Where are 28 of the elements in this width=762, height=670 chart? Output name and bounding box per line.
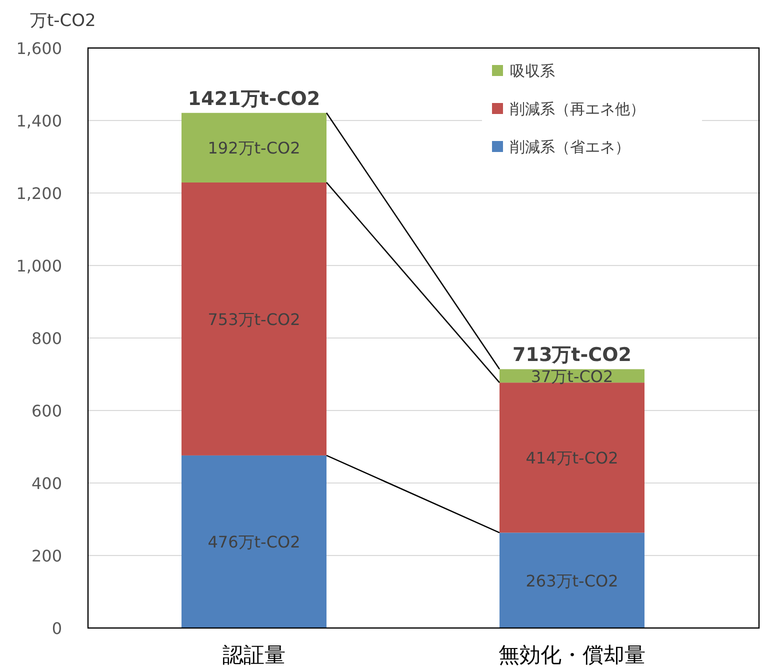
bar	[500, 382, 644, 533]
y-tick-label: 1,000	[16, 256, 62, 276]
y-tick-label: 800	[31, 329, 62, 348]
data-label: 263万t-CO2	[526, 571, 618, 590]
bar	[182, 112, 326, 182]
data-label: 37万t-CO2	[530, 366, 614, 386]
bar	[500, 532, 644, 628]
y-axis-title: 万t-CO2	[30, 11, 96, 31]
y-tick-label: 1,600	[16, 39, 62, 58]
data-label: 414万t-CO2	[526, 448, 618, 468]
x-tick-label: 認証量	[222, 643, 286, 667]
x-tick-label: 無効化・償却量	[498, 643, 646, 667]
data-label: 192万t-CO2	[208, 138, 300, 158]
legend-label: 吸収系	[510, 62, 555, 80]
bar	[182, 182, 326, 456]
y-tick-label: 1,400	[16, 112, 62, 130]
total-label: 713万t-CO2	[512, 344, 632, 366]
legend-label: 削減系（省エネ）	[510, 138, 630, 156]
y-tick-label: 400	[31, 474, 62, 493]
legend-label: 削減系（再エネ他）	[510, 100, 645, 118]
y-tick-label: 1,200	[16, 184, 62, 203]
bar	[182, 455, 326, 628]
total-label: 1421万t-CO2	[188, 88, 320, 110]
y-tick-label: 0	[52, 619, 62, 638]
y-tick-label: 600	[31, 402, 62, 420]
data-label: 753万t-CO2	[208, 310, 300, 329]
data-label: 476万t-CO2	[208, 532, 300, 552]
y-tick-label: 200	[31, 546, 62, 566]
